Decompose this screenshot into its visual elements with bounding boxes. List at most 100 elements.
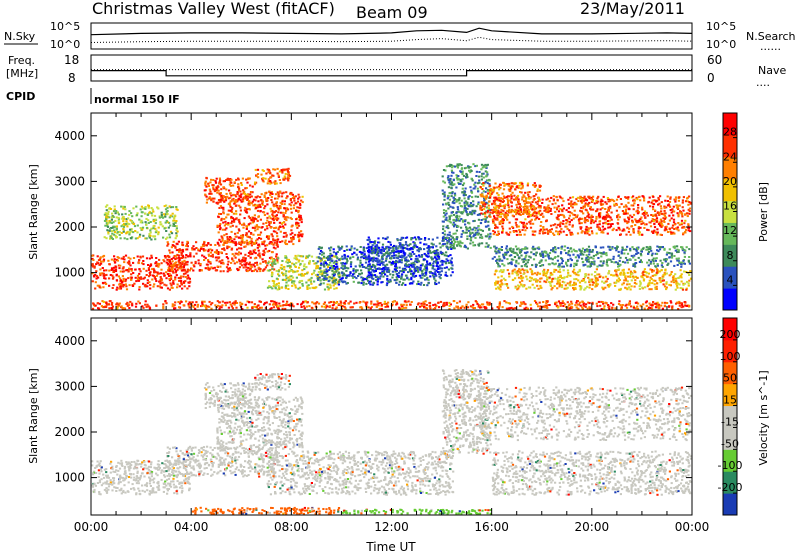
echo-point — [491, 218, 494, 221]
echo-point — [504, 203, 507, 206]
echo-point — [413, 275, 416, 278]
echo-point — [662, 283, 665, 286]
echo-point — [561, 204, 564, 207]
echo-point — [630, 204, 633, 207]
echo-point — [166, 244, 169, 247]
echo-point — [97, 276, 100, 279]
echo-point — [627, 197, 630, 200]
echo-point — [595, 217, 598, 220]
echo-point — [234, 256, 237, 259]
echo-point — [112, 210, 116, 213]
echo-point — [488, 235, 491, 238]
echo-point — [249, 193, 252, 196]
echo-point — [351, 253, 354, 256]
echo-point — [484, 225, 488, 228]
echo-point — [487, 220, 490, 223]
echo-point — [227, 209, 230, 212]
echo-point — [534, 201, 537, 204]
echo-point — [159, 282, 162, 285]
echo-point — [204, 193, 207, 196]
echo-point — [112, 225, 115, 228]
echo-point — [178, 250, 181, 253]
echo-point — [106, 216, 109, 219]
echo-point — [461, 187, 464, 190]
echo-point — [561, 222, 564, 225]
echo-point — [271, 268, 274, 270]
echo-point — [261, 253, 264, 256]
echo-point — [588, 201, 591, 204]
echo-point — [264, 266, 267, 269]
echo-point — [447, 179, 450, 182]
echo-point — [521, 186, 524, 189]
echo-point — [496, 198, 499, 201]
echo-point — [421, 276, 424, 279]
echo-point — [352, 268, 355, 270]
echo-point — [585, 230, 588, 233]
echo-point — [210, 197, 213, 200]
echo-point — [422, 258, 425, 261]
echo-point — [329, 256, 332, 259]
echo-point — [375, 253, 378, 256]
echo-point — [462, 182, 466, 185]
echo-point — [515, 198, 518, 201]
echo-point — [94, 273, 97, 276]
echo-point — [274, 239, 277, 242]
nsky-left-tick-bottom: 10^0 — [50, 38, 80, 51]
echo-point — [356, 269, 359, 272]
echo-point — [538, 198, 541, 201]
echo-point — [219, 228, 222, 231]
echo-point — [513, 182, 516, 185]
echo-point — [495, 287, 498, 290]
echo-point — [326, 273, 329, 276]
echo-point — [319, 250, 323, 252]
echo-point — [295, 223, 298, 225]
echo-point — [298, 231, 301, 234]
echo-point — [486, 179, 489, 182]
echo-point — [256, 270, 259, 273]
echo-point — [451, 223, 454, 226]
echo-point — [571, 196, 575, 199]
echo-point — [298, 202, 302, 205]
echo-point — [386, 250, 389, 253]
echo-point — [431, 272, 434, 275]
echo-point — [601, 230, 604, 233]
echo-point — [568, 229, 571, 232]
echo-point — [511, 214, 514, 217]
echo-point — [456, 208, 460, 211]
echo-point — [283, 265, 286, 268]
echo-point — [625, 220, 628, 223]
echo-point — [499, 205, 502, 208]
echo-point — [262, 180, 265, 183]
echo-point — [481, 183, 484, 185]
echo-point — [452, 221, 455, 224]
echo-point — [604, 208, 607, 210]
echo-point — [130, 276, 133, 279]
echo-point — [363, 253, 366, 256]
echo-point — [190, 267, 193, 270]
echo-point — [464, 223, 467, 226]
echo-point — [140, 211, 143, 214]
echo-point — [539, 213, 542, 216]
echo-point — [542, 215, 545, 218]
echo-point — [510, 197, 513, 200]
echo-point — [453, 192, 457, 195]
echo-point — [451, 236, 454, 239]
freq-label: Freq. — [8, 54, 35, 67]
echo-point — [187, 281, 190, 284]
echo-point — [559, 221, 562, 224]
echo-point — [269, 180, 272, 182]
echo-point — [174, 214, 177, 217]
echo-point — [312, 271, 315, 274]
echo-point — [404, 263, 407, 266]
echo-point — [239, 241, 242, 244]
echo-point — [635, 210, 638, 213]
echo-point — [492, 210, 495, 213]
echo-point — [676, 212, 679, 215]
echo-point — [456, 244, 459, 247]
echo-point — [272, 282, 275, 285]
echo-point — [247, 266, 250, 269]
echo-point — [480, 168, 483, 171]
echo-point — [246, 199, 249, 201]
echo-point — [404, 264, 407, 267]
echo-point — [483, 211, 486, 214]
